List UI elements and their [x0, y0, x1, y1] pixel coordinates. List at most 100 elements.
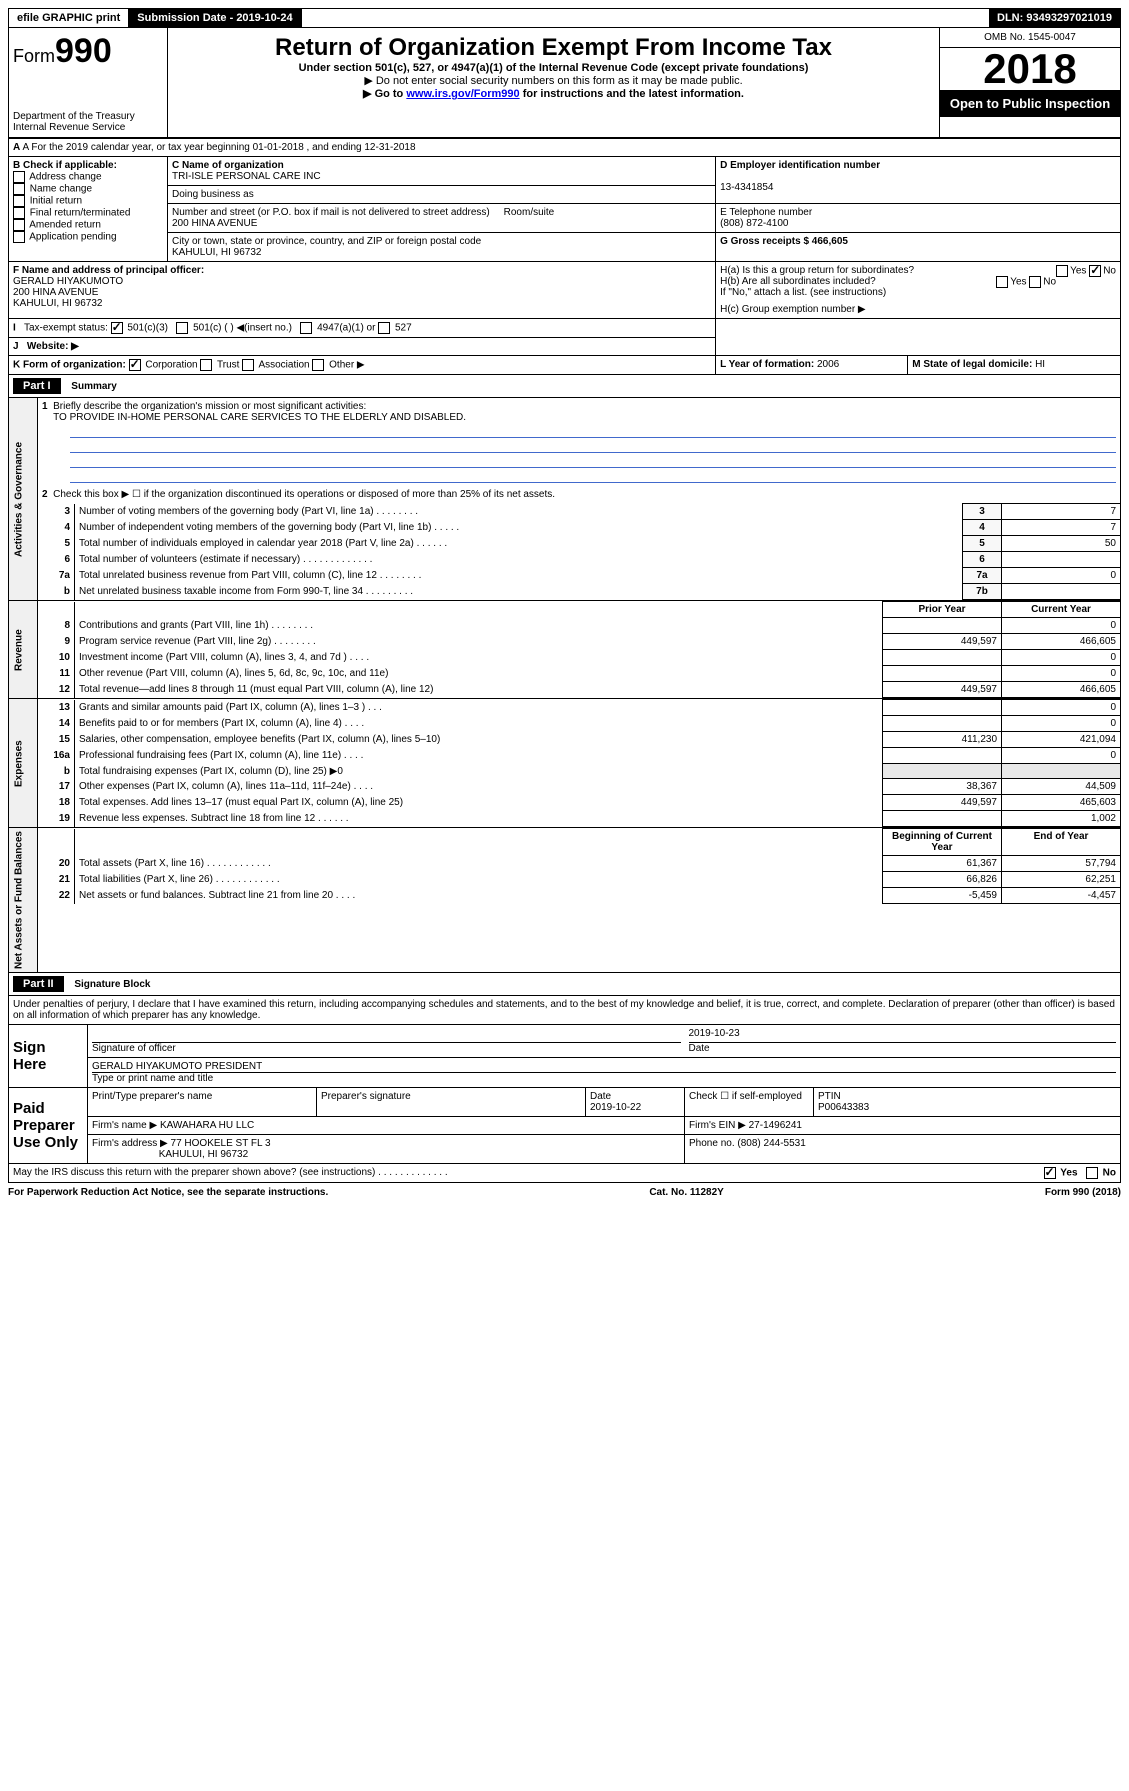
no-label: No: [1103, 266, 1116, 277]
discuss-no: No: [1103, 1168, 1116, 1179]
q2-text: Check this box ▶ ☐ if the organization d…: [53, 489, 555, 500]
opt-501c: 501(c) ( ) ◀(insert no.): [193, 323, 292, 334]
ptin-cell: PTINP00643383: [814, 1088, 1121, 1117]
part2-label: Part II: [13, 976, 64, 992]
ptin-hdr: PTIN: [818, 1091, 841, 1102]
other-checkbox[interactable]: [312, 359, 324, 371]
dba-cell: Doing business as: [168, 186, 716, 204]
opt-corp: Corporation: [145, 360, 197, 371]
city-cell: City or town, state or province, country…: [168, 233, 716, 262]
501c3-checkbox[interactable]: [111, 322, 123, 334]
h-b: H(b) Are all subordinates included?: [720, 276, 876, 287]
name-change-checkbox[interactable]: [13, 183, 25, 195]
amended-return-checkbox[interactable]: [13, 219, 25, 231]
vlabel-rev: Revenue: [9, 601, 38, 699]
addr-label: Number and street (or P.O. box if mail i…: [172, 207, 490, 218]
firm-ein: 27-1496241: [749, 1120, 802, 1131]
form-number: 990: [55, 32, 112, 70]
sig-name-cell: GERALD HIYAKUMOTO PRESIDENT Type or prin…: [88, 1058, 1121, 1088]
note1: ▶ Do not enter social security numbers o…: [174, 74, 933, 87]
assoc-checkbox[interactable]: [242, 359, 254, 371]
box-l: L Year of formation: 2006: [716, 356, 908, 375]
form-subtitle: Under section 501(c), 527, or 4947(a)(1)…: [174, 62, 933, 74]
prep-name-hdr: Print/Type preparer's name: [88, 1088, 317, 1117]
phone-value: (808) 872-4100: [720, 218, 788, 229]
gov-lines: 3 Number of voting members of the govern…: [38, 503, 1120, 600]
box-f: F Name and address of principal officer:…: [9, 262, 716, 319]
501c-checkbox[interactable]: [176, 322, 188, 334]
open-inspection: Open to Public Inspection: [940, 90, 1120, 117]
discuss-yes-checkbox[interactable]: [1044, 1167, 1056, 1179]
name-label: Type or print name and title: [92, 1073, 213, 1084]
4947-checkbox[interactable]: [300, 322, 312, 334]
no-label2: No: [1043, 277, 1056, 288]
firm-phone: (808) 244-5531: [737, 1138, 805, 1149]
box-m: M State of legal domicile: HI: [908, 356, 1121, 375]
ha-no-checkbox[interactable]: [1089, 265, 1101, 277]
dln: DLN: 93493297021019: [989, 9, 1120, 27]
box-k: K Form of organization: Corporation Trus…: [9, 356, 716, 375]
firm-phone-label: Phone no.: [689, 1138, 735, 1149]
sig-label: Signature of officer: [92, 1043, 176, 1054]
net-lines: Beginning of Current YearEnd of Year20 T…: [38, 828, 1120, 904]
room-label: Room/suite: [504, 207, 555, 218]
prep-sig-hdr: Preparer's signature: [317, 1088, 586, 1117]
form-prefix: Form: [13, 46, 55, 66]
yes-label2: Yes: [1010, 277, 1026, 288]
period-line: A A For the 2019 calendar year, or tax y…: [9, 139, 1121, 157]
efile-tag[interactable]: efile GRAPHIC print: [9, 9, 129, 27]
box-g: G Gross receipts $ 466,605: [716, 233, 1121, 262]
q1-cell: 1 Briefly describe the organization's mi…: [38, 398, 1121, 487]
q1-num: 1: [42, 401, 48, 412]
corp-checkbox[interactable]: [129, 359, 141, 371]
form-title: Return of Organization Exempt From Incom…: [174, 34, 933, 62]
org-name: TRI-ISLE PERSONAL CARE INC: [172, 171, 321, 182]
ha-yes-checkbox[interactable]: [1056, 265, 1068, 277]
officer-addr: 200 HINA AVENUE: [13, 287, 98, 298]
box-hc: H(c) Group exemption number ▶: [716, 301, 1121, 319]
ein-value: 13-4341854: [720, 182, 773, 193]
note2-post: for instructions and the latest informat…: [520, 88, 744, 100]
hb-no-checkbox[interactable]: [1029, 276, 1041, 288]
box-b-title: B Check if applicable:: [13, 160, 117, 171]
opt-pending: Application pending: [29, 232, 116, 243]
sig-officer[interactable]: Signature of officer: [88, 1025, 685, 1058]
app-pending-checkbox[interactable]: [13, 231, 25, 243]
header-left: Form990 Department of the Treasury Inter…: [9, 28, 168, 137]
footer-mid: Cat. No. 11282Y: [649, 1187, 723, 1198]
perjury-text: Under penalties of perjury, I declare th…: [9, 996, 1121, 1025]
city-value: KAHULUI, HI 96732: [172, 247, 262, 258]
trust-checkbox[interactable]: [200, 359, 212, 371]
header-right: OMB No. 1545-0047 2018 Open to Public In…: [939, 28, 1120, 137]
opt-other: Other ▶: [329, 360, 364, 371]
officer-sign-name: GERALD HIYAKUMOTO PRESIDENT: [92, 1061, 262, 1072]
i-label: Tax-exempt status:: [24, 323, 108, 334]
box-e: E Telephone number (808) 872-4100: [716, 204, 1121, 233]
dba-label: Doing business as: [172, 189, 254, 200]
final-return-checkbox[interactable]: [13, 207, 25, 219]
initial-return-checkbox[interactable]: [13, 195, 25, 207]
d-label: D Employer identification number: [720, 160, 880, 171]
date-label: Date: [689, 1043, 710, 1054]
vlabel-gov: Activities & Governance: [9, 398, 38, 601]
addr-change-checkbox[interactable]: [13, 171, 25, 183]
discuss-no-checkbox[interactable]: [1086, 1167, 1098, 1179]
h-a: H(a) Is this a group return for subordin…: [720, 265, 914, 276]
part1-title: Summary: [63, 381, 117, 392]
hb-yes-checkbox[interactable]: [996, 276, 1008, 288]
k-label: K Form of organization:: [13, 360, 126, 371]
exp-lines: 13 Grants and similar amounts paid (Part…: [38, 699, 1120, 827]
addr-cell: Number and street (or P.O. box if mail i…: [168, 204, 716, 233]
q2-cell: 2 Check this box ▶ ☐ if the organization…: [38, 486, 1121, 503]
vlabel-exp: Expenses: [9, 699, 38, 828]
discuss-row: May the IRS discuss this return with the…: [9, 1164, 1121, 1183]
self-emp-hdr: Check ☐ if self-employed: [685, 1088, 814, 1117]
footer-right: Form 990 (2018): [1045, 1187, 1121, 1198]
discuss-text: May the IRS discuss this return with the…: [13, 1167, 448, 1178]
opt-4947: 4947(a)(1) or: [317, 323, 375, 334]
form990-link[interactable]: www.irs.gov/Form990: [406, 88, 519, 100]
527-checkbox[interactable]: [378, 322, 390, 334]
q2-num: 2: [42, 489, 48, 500]
part2-table: Part II Signature Block Under penalties …: [8, 973, 1121, 1183]
page-footer: For Paperwork Reduction Act Notice, see …: [8, 1183, 1121, 1198]
